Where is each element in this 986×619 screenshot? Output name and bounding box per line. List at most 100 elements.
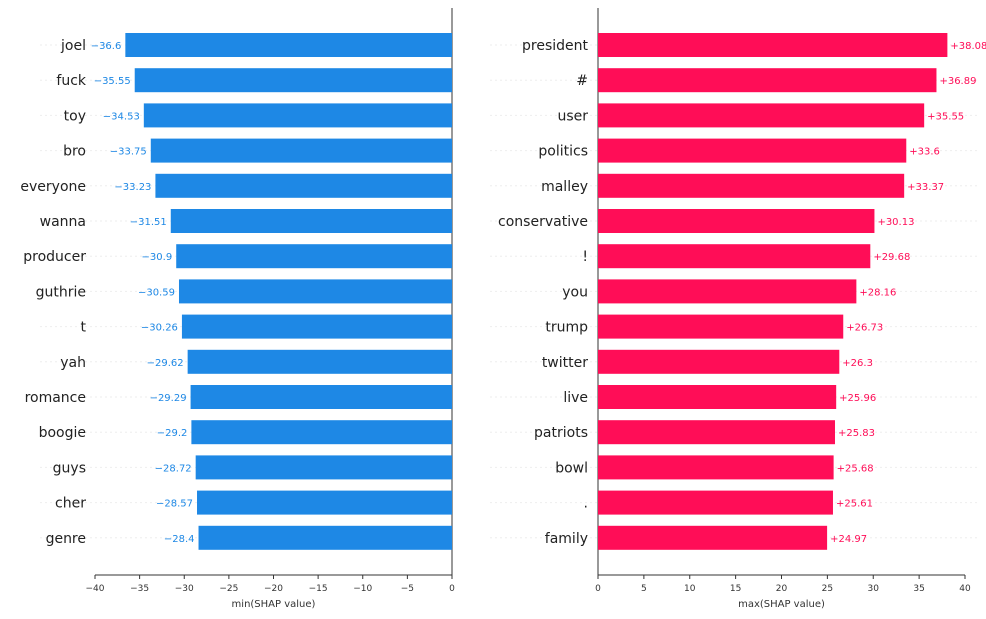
category-label: toy [64, 108, 86, 124]
left-chart: −40 −35 −30 −25 −20 −15 −10 −5 0 min(SHAP value) j… [20, 8, 455, 610]
value-label: +24.97 [830, 534, 867, 545]
x-tick-label: −15 [309, 584, 328, 594]
category-label: producer [23, 249, 86, 265]
bar-conservative [598, 209, 875, 233]
bar-# [598, 68, 937, 93]
x-tick-label: 25 [822, 584, 833, 594]
x-tick-label: 20 [776, 584, 788, 594]
category-label: guthrie [36, 284, 86, 300]
bar-genre [198, 525, 452, 550]
bar-politics [598, 138, 907, 163]
category-label: t [81, 320, 87, 336]
bar-guys [195, 455, 452, 480]
bar-bowl [598, 455, 834, 480]
value-label: +36.89 [939, 76, 976, 87]
category-label: bowl [555, 460, 588, 476]
category-label: joel [60, 38, 86, 54]
category-label: cher [55, 496, 86, 512]
x-tick-label: 10 [684, 584, 696, 594]
category-label: # [576, 73, 588, 89]
bar-bro [150, 138, 452, 163]
category-label: president [522, 38, 589, 54]
bar-patriots [598, 420, 835, 445]
category-label: politics [538, 144, 588, 160]
value-label: −28.72 [155, 463, 192, 474]
bar-producer [176, 244, 452, 269]
category-label: ! [582, 249, 588, 265]
bar-toy [143, 103, 452, 128]
value-label: +25.96 [839, 393, 876, 404]
category-label: fuck [56, 73, 86, 89]
value-label: −36.6 [91, 41, 122, 52]
x-tick-label: 15 [730, 584, 741, 594]
x-tick-label: −10 [353, 584, 372, 594]
bar-! [598, 244, 871, 269]
x-tick-label: 40 [959, 584, 971, 594]
x-tick-label: 0 [595, 584, 601, 594]
x-tick-label: −30 [175, 584, 194, 594]
category-label: malley [541, 179, 588, 195]
value-label: −33.23 [114, 182, 151, 193]
bar-president [598, 33, 948, 57]
value-label: −29.29 [150, 393, 187, 404]
value-label: +25.83 [838, 428, 875, 439]
value-label: −30.26 [141, 323, 178, 334]
bar-boogie [191, 420, 452, 445]
category-label: bro [63, 144, 86, 160]
category-label: trump [545, 320, 588, 336]
value-label: −30.59 [138, 287, 175, 298]
bar-everyone [155, 173, 453, 198]
category-label: conservative [498, 214, 588, 230]
category-label: boogie [39, 425, 86, 441]
value-label: −30.9 [142, 252, 173, 263]
bar-live [598, 385, 837, 409]
category-label: wanna [40, 214, 86, 230]
x-tick-label: 35 [913, 584, 924, 594]
value-label: +35.55 [927, 111, 964, 122]
value-label: +33.6 [909, 147, 940, 158]
category-label: genre [46, 531, 86, 547]
bar-you [598, 279, 857, 304]
value-label: −34.53 [103, 111, 140, 122]
value-label: −29.2 [157, 428, 188, 439]
category-label: everyone [20, 179, 86, 195]
x-tick-label: 5 [641, 584, 647, 594]
value-label: +26.3 [842, 358, 873, 369]
bar-guthrie [178, 279, 452, 304]
value-label: +33.37 [907, 182, 944, 193]
bar-user [598, 103, 925, 128]
bar-family [598, 525, 828, 550]
bar-wanna [170, 209, 452, 233]
value-label: −35.55 [94, 76, 131, 87]
value-label: −28.4 [164, 534, 195, 545]
value-label: +29.68 [873, 252, 910, 263]
bar-malley [598, 173, 905, 198]
bar-yah [187, 349, 453, 374]
bar-t [181, 314, 452, 339]
category-label: you [562, 284, 588, 300]
x-axis-label: min(SHAP value) [232, 599, 316, 610]
x-tick-label: 0 [449, 584, 455, 594]
category-label: guys [53, 460, 86, 476]
x-tick-label: −40 [86, 584, 105, 594]
x-tick-label: −20 [264, 584, 283, 594]
value-label: +28.16 [859, 287, 896, 298]
bar-joel [125, 33, 452, 57]
bar-cher [197, 490, 452, 515]
category-label: . [584, 496, 588, 512]
category-label: live [563, 390, 588, 406]
x-tick-label: −5 [401, 584, 414, 594]
x-tick-label: 30 [868, 584, 880, 594]
value-label: −29.62 [147, 358, 184, 369]
bar-twitter [598, 349, 840, 374]
bar-fuck [134, 68, 452, 93]
category-label: twitter [542, 355, 588, 371]
value-label: −28.57 [156, 499, 193, 510]
bar-romance [190, 385, 453, 409]
x-tick-label: −25 [219, 584, 238, 594]
category-label: family [545, 531, 588, 547]
value-label: +25.61 [836, 499, 873, 510]
category-label: romance [25, 390, 86, 406]
